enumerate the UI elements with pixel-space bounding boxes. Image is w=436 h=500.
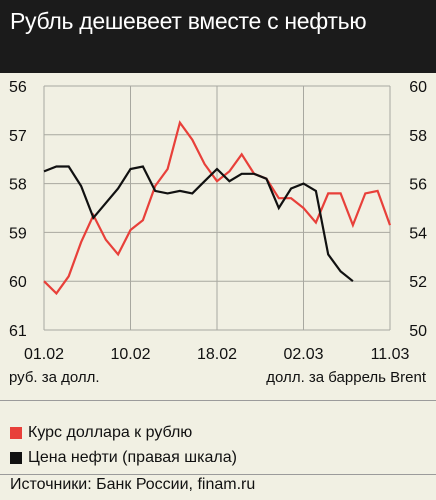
divider (0, 400, 436, 401)
series-line-oil (43, 165, 354, 283)
legend-swatch-red (10, 427, 22, 439)
left-tick-label: 60 (9, 274, 27, 291)
series-line-rub (43, 120, 392, 296)
right-tick-label: 60 (409, 79, 427, 96)
legend-label: Курс доллара к рублю (28, 424, 193, 441)
left-axis: 56 57 58 59 60 61 (9, 79, 27, 340)
left-tick-label: 61 (9, 323, 27, 340)
x-tick-label: 10.02 (110, 346, 150, 363)
right-axis: 60 58 56 54 52 50 (409, 79, 427, 340)
legend-item-rub: Курс доллара к рублю (10, 423, 192, 443)
source-note: Источники: Банк России, finam.ru (10, 476, 256, 493)
divider (0, 474, 436, 475)
x-tick-label: 18.02 (197, 346, 237, 363)
right-tick-label: 58 (409, 128, 427, 145)
right-tick-label: 50 (409, 323, 427, 340)
x-tick-label: 11.03 (371, 346, 410, 363)
x-tick-label: 02.03 (283, 346, 323, 363)
left-tick-label: 56 (9, 79, 27, 96)
legend-swatch-black (10, 452, 22, 464)
series-lines (43, 120, 392, 296)
left-tick-label: 57 (9, 128, 27, 145)
chart-area: 56 57 58 59 60 61 60 58 56 54 52 50 01.02 10.02 18.0… (9, 79, 427, 386)
header-bar: Рубль дешевеет вместе с нефтью (0, 0, 436, 73)
x-axis: 01.02 10.02 18.02 02.03 11.03 (24, 346, 410, 363)
legend-item-oil: Цена нефти (правая шкала) (10, 448, 237, 468)
legend-label: Цена нефти (правая шкала) (28, 449, 237, 466)
right-tick-label: 56 (409, 177, 427, 194)
right-tick-label: 52 (409, 274, 427, 291)
left-tick-label: 59 (9, 225, 27, 242)
chart-title: Рубль дешевеет вместе с нефтью (10, 8, 367, 34)
right-tick-label: 54 (409, 225, 427, 242)
x-tick-label: 01.02 (24, 346, 64, 363)
right-axis-label: долл. за баррель Brent (266, 369, 427, 386)
left-tick-label: 58 (9, 177, 27, 194)
gridlines (43, 85, 391, 331)
left-axis-label: руб. за долл. (9, 369, 100, 386)
